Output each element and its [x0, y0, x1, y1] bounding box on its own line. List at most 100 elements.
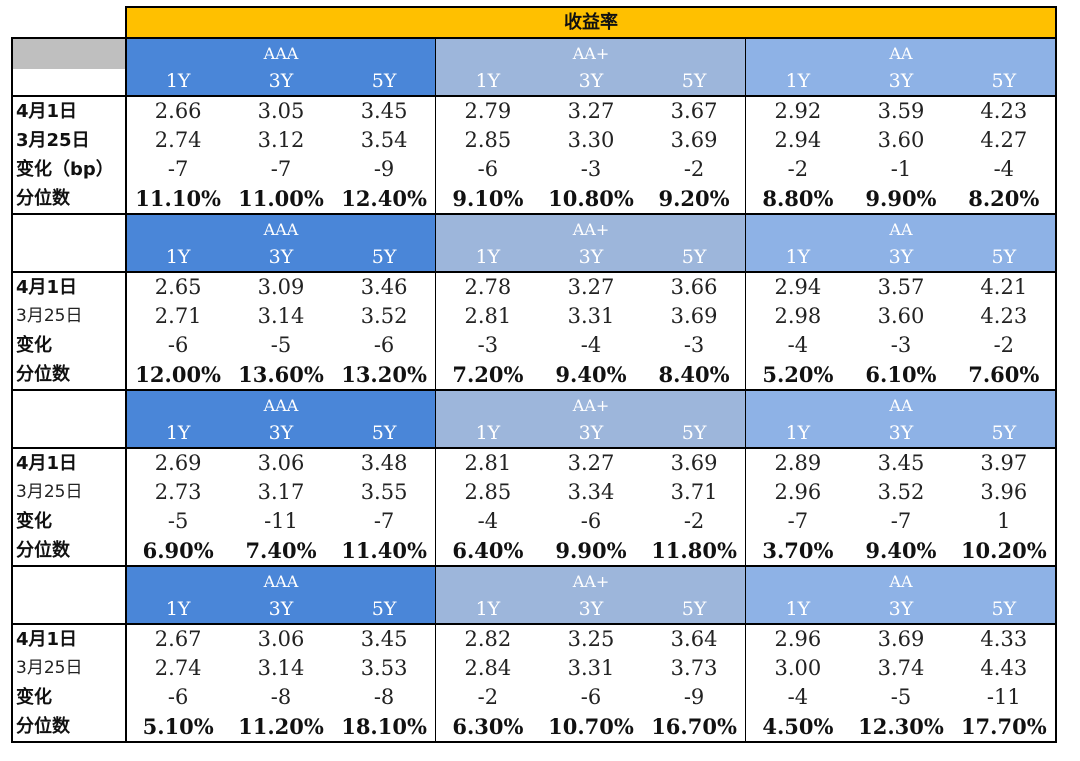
tenor-header: 5Y [642, 595, 746, 624]
value-cell: 12.30% [849, 712, 953, 743]
table-row: 4月1日 2.67 3.06 3.45 2.82 3.25 3.64 2.96 3.69 4.33 [11, 623, 1057, 654]
value-cell: -7 [745, 507, 850, 536]
tenor-header: 5Y [952, 67, 1057, 96]
rating-group-aaa: AAA [229, 37, 333, 67]
tenor-header: 3Y [539, 595, 643, 624]
value-cell: 3.27 [539, 95, 643, 126]
table-row: 4月1日 2.66 3.05 3.45 2.79 3.27 3.67 2.92 3.59 4.23 [11, 95, 1057, 126]
tenor-header: 3Y [229, 419, 333, 448]
section-name: 城投 [11, 389, 126, 448]
rating-group-aa-plus-fill [642, 389, 746, 419]
tenor-header: 1Y [435, 243, 540, 272]
tenor-header: 1Y [124, 243, 230, 272]
value-cell: 3.14 [257, 656, 305, 680]
value-cell: 5.20% [745, 360, 850, 390]
section-header-groups-row: 企业债 AAA AA+ AA [11, 213, 1057, 272]
value-cell: 2.69 [124, 447, 230, 478]
table-row: 3月25日 2.74 3.12 3.54 2.85 3.30 3.69 2.94 3.60 4.2… [11, 126, 1057, 155]
row-label: 3月25日 [11, 302, 126, 331]
value-cell: -6 [435, 155, 540, 184]
rating-group-aaa-fill [332, 37, 436, 67]
value-cell: 3.48 [332, 447, 436, 478]
value-cell: 2.94 [745, 271, 850, 302]
table-row: 4月1日 2.65 3.09 3.46 2.78 3.27 3.66 2.94 3.57 4.21 [11, 271, 1057, 302]
section-header-tenors-row: 1Y 3Y 5Y 1Y 3Y 5Y 1Y 3Y 5Y [12, 67, 1057, 96]
value-cell: 3.34 [567, 480, 615, 504]
tenor-header: 3Y [229, 243, 333, 272]
value-cell: 11.10% [124, 184, 230, 214]
tenor-header: 3Y [539, 67, 643, 96]
rating-group-aa-fill [952, 389, 1057, 419]
value-cell: 8.80% [745, 184, 850, 214]
value-cell: 3.45 [332, 95, 436, 126]
tenor-header: 3Y [849, 595, 953, 624]
value-cell: 7.40% [245, 538, 317, 563]
value-cell: 16.70% [642, 712, 746, 743]
rating-group-aaa-fill [124, 389, 230, 419]
value-cell: 3.45 [332, 623, 436, 654]
value-cell: 2.89 [745, 447, 850, 478]
rating-group-aaa: AAA [229, 565, 333, 595]
value-cell: 3.53 [360, 656, 408, 680]
yield-table: 收益率 中票 AAA AA+ AA 1Y 3Y 5Y 1Y 3Y 5Y 1Y 3Y 5Y 4月1日 2.66… [11, 6, 1057, 743]
table-row: 变化 -5 -11 -7 -4 -6 -2 -7 -7 1 [11, 507, 1057, 536]
value-cell: 4.33 [952, 623, 1057, 654]
value-cell: 2.66 [124, 95, 230, 126]
value-cell: -3 [890, 333, 912, 357]
value-cell: 3.70% [745, 536, 850, 566]
value-cell: 3.97 [952, 447, 1057, 478]
row-label: 分位数 [11, 360, 126, 390]
tenor-header: 1Y [124, 419, 230, 448]
table-row: 3月25日 2.73 3.17 3.55 2.85 3.34 3.71 2.96 3.52 3.9… [11, 478, 1057, 507]
tenor-header: 1Y [745, 67, 850, 96]
value-cell: 9.90% [865, 186, 937, 211]
value-cell: 3.52 [877, 480, 925, 504]
rating-group-aa: AA [849, 37, 953, 67]
table-row: 变化 -6 -5 -6 -3 -4 -3 -4 -3 -2 [11, 331, 1057, 360]
value-cell: -3 [580, 157, 602, 181]
value-cell: -2 [435, 683, 540, 712]
rating-group-aa-plus-fill [642, 213, 746, 243]
value-cell: 11.20% [229, 712, 333, 743]
value-cell: 2.85 [435, 126, 540, 155]
rating-group-aaa: AAA [229, 389, 333, 419]
rating-group-aa-plus-fill [642, 37, 746, 67]
tenor-header: 1Y [435, 419, 540, 448]
value-cell: 3.09 [229, 271, 333, 302]
value-cell: 3.67 [642, 95, 746, 126]
tenor-header: 3Y [539, 243, 643, 272]
tenor-header: 5Y [952, 243, 1057, 272]
row-label: 分位数 [11, 184, 126, 214]
value-cell: 3.46 [332, 271, 436, 302]
rating-group-aa: AA [849, 389, 953, 419]
value-cell: 6.10% [865, 362, 937, 387]
value-cell: 4.23 [952, 302, 1057, 331]
section-name: 企业债 [11, 213, 126, 272]
value-cell: 3.45 [849, 447, 953, 478]
rating-group-aa-fill [952, 37, 1057, 67]
value-cell: 2.81 [435, 447, 540, 478]
value-cell: 3.25 [539, 623, 643, 654]
value-cell: -6 [373, 333, 395, 357]
value-cell: 3.00 [745, 654, 850, 683]
value-cell: -4 [952, 155, 1057, 184]
row-label: 变化 [11, 507, 126, 536]
percentile-row: 分位数 11.10% 11.00% 12.40% 9.10% 10.80% 9.20% 8.8… [11, 184, 1057, 214]
value-cell: 11.00% [238, 186, 324, 211]
rating-group-aaa-fill [332, 389, 436, 419]
value-cell: 17.70% [952, 712, 1057, 743]
value-cell: 2.96 [745, 623, 850, 654]
section-header-groups-row: 公司债 AAA AA+ AA [11, 565, 1057, 624]
rating-group-aa-fill [745, 213, 850, 243]
value-cell: -4 [580, 333, 602, 357]
row-label: 分位数 [11, 536, 126, 566]
value-cell: 12.40% [341, 186, 427, 211]
rating-group-aaa-fill [332, 565, 436, 595]
rating-group-aa-plus-fill [642, 565, 746, 595]
rating-group-aa-plus-fill [435, 389, 540, 419]
tenor-header: 5Y [952, 595, 1057, 624]
section-header-tenors-row: 1Y 3Y 5Y 1Y 3Y 5Y 1Y 3Y 5Y [12, 419, 1057, 448]
tenor-header: 3Y [849, 419, 953, 448]
value-cell: 10.80% [548, 186, 634, 211]
value-cell: -6 [580, 685, 602, 709]
